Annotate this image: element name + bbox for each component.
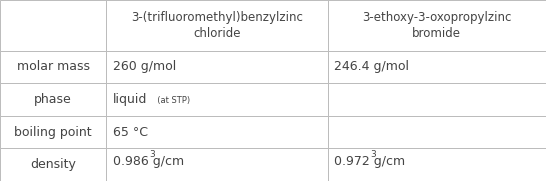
Text: 65 °C: 65 °C	[113, 126, 148, 139]
Bar	[328, 116, 546, 148]
Bar	[328, 83, 546, 116]
Text: 0.972 g/cm: 0.972 g/cm	[334, 155, 405, 168]
Bar	[328, 0, 546, 51]
Bar	[106, 116, 328, 148]
Text: 0.986 g/cm: 0.986 g/cm	[113, 155, 184, 168]
Bar	[328, 51, 546, 83]
Text: liquid: liquid	[113, 93, 147, 106]
Bar	[0, 83, 106, 116]
Text: 3: 3	[370, 150, 376, 159]
Text: 3-ethoxy-3-oxopropylzinc
bromide: 3-ethoxy-3-oxopropylzinc bromide	[362, 11, 512, 40]
Bar	[106, 51, 328, 83]
Bar	[106, 0, 328, 51]
Bar	[0, 0, 106, 51]
Text: 3-(trifluoromethyl)benzylzinc
chloride: 3-(trifluoromethyl)benzylzinc chloride	[131, 11, 303, 40]
Bar	[106, 83, 328, 116]
Text: molar mass: molar mass	[17, 60, 90, 73]
Bar	[0, 116, 106, 148]
Text: 246.4 g/mol: 246.4 g/mol	[334, 60, 409, 73]
Text: phase: phase	[34, 93, 72, 106]
Text: density: density	[30, 158, 76, 171]
Text: 260 g/mol: 260 g/mol	[113, 60, 176, 73]
Bar	[0, 148, 106, 181]
Text: 3: 3	[149, 150, 155, 159]
Bar	[328, 148, 546, 181]
Text: (at STP): (at STP)	[152, 96, 191, 105]
Bar	[106, 148, 328, 181]
Text: boiling point: boiling point	[14, 126, 92, 139]
Bar	[0, 51, 106, 83]
